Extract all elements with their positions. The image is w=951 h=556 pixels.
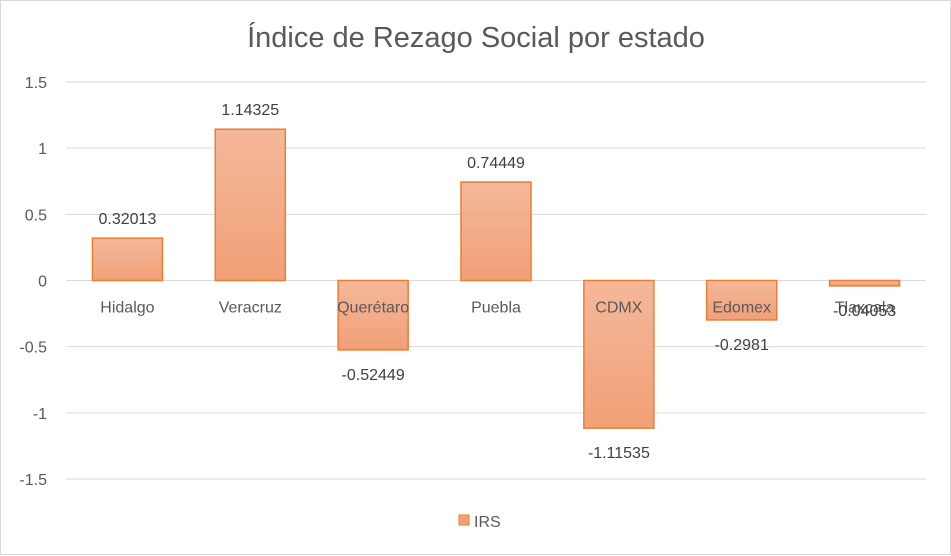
- data-label: 0.32013: [99, 211, 157, 228]
- category-label: Veracruz: [219, 300, 282, 317]
- bar-cdmx: [583, 279, 655, 429]
- data-label: -0.52449: [342, 367, 405, 384]
- bar-puebla: [460, 181, 532, 282]
- category-label: Hidalgo: [100, 300, 154, 317]
- data-label: 1.14325: [221, 102, 279, 119]
- chart-title: Índice de Rezago Social por estado: [247, 21, 705, 54]
- legend-label-irs: IRS: [474, 514, 501, 531]
- bar-hidalgo: [91, 237, 164, 282]
- bar-veracruz: [214, 128, 287, 282]
- category-label: CDMX: [595, 300, 642, 317]
- category-label: Tlaxcala: [835, 300, 895, 317]
- bar-querétaro: [337, 279, 409, 351]
- category-labels: Hidalgo Veracruz Querétaro Puebla CDMX Edomex…: [100, 300, 894, 317]
- y-tick-label: -1.5: [19, 472, 47, 489]
- y-tick-label: 0.5: [25, 207, 47, 224]
- category-label: Querétaro: [337, 300, 409, 317]
- category-label: Edomex: [712, 300, 771, 317]
- data-label: -0.2981: [715, 337, 769, 354]
- category-label: Puebla: [471, 300, 521, 317]
- legend: IRS: [458, 514, 501, 531]
- y-axis-ticks: 1.5 1 0.5 0 -0.5 -1 -1.5: [19, 75, 47, 489]
- data-label: 0.74449: [467, 155, 525, 172]
- y-tick-label: -0.5: [19, 340, 47, 357]
- legend-swatch: [458, 514, 470, 526]
- y-tick-label: 1.5: [25, 75, 47, 92]
- y-tick-label: -1: [33, 406, 47, 423]
- y-tick-label: 0: [38, 274, 47, 291]
- data-label: -0.04053: [833, 303, 896, 320]
- y-tick-label: 1: [38, 141, 47, 158]
- data-labels: 0.32013 1.14325 -0.52449 0.74449 -1.11535 -0.…: [99, 102, 897, 462]
- bar-edomex: [705, 279, 778, 321]
- data-label: -1.11535: [588, 445, 650, 462]
- bars: [91, 128, 901, 429]
- bar-tlaxcala: [828, 279, 901, 287]
